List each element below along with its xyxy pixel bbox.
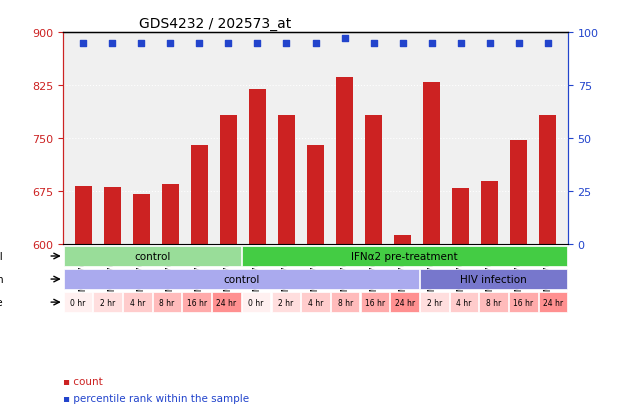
Text: control: control xyxy=(134,252,170,261)
Text: protocol: protocol xyxy=(0,252,3,261)
Point xyxy=(339,36,350,43)
Bar xyxy=(103,188,121,245)
Bar xyxy=(133,195,150,245)
Text: 16 hr: 16 hr xyxy=(513,298,533,307)
Bar xyxy=(510,140,528,245)
FancyBboxPatch shape xyxy=(420,269,567,290)
Text: 16 hr: 16 hr xyxy=(187,298,207,307)
Bar xyxy=(481,181,498,245)
Point xyxy=(398,40,408,47)
Point xyxy=(514,40,524,47)
Point xyxy=(136,40,146,47)
Text: HIV infection: HIV infection xyxy=(460,274,527,285)
Point xyxy=(223,40,233,47)
Bar xyxy=(336,78,353,245)
Point xyxy=(369,40,379,47)
Bar xyxy=(191,146,208,245)
FancyBboxPatch shape xyxy=(301,292,330,313)
Text: 2 hr: 2 hr xyxy=(278,298,293,307)
Point xyxy=(281,40,292,47)
FancyBboxPatch shape xyxy=(242,246,567,267)
Bar xyxy=(307,146,324,245)
FancyBboxPatch shape xyxy=(391,292,419,313)
Text: time: time xyxy=(0,297,3,307)
Bar xyxy=(423,83,440,245)
FancyBboxPatch shape xyxy=(331,292,360,313)
Point xyxy=(107,40,117,47)
Text: 4 hr: 4 hr xyxy=(456,298,471,307)
FancyBboxPatch shape xyxy=(509,292,538,313)
FancyBboxPatch shape xyxy=(450,292,478,313)
FancyBboxPatch shape xyxy=(64,246,240,267)
Text: GDS4232 / 202573_at: GDS4232 / 202573_at xyxy=(139,17,291,31)
FancyBboxPatch shape xyxy=(420,292,449,313)
Bar xyxy=(220,116,237,245)
Text: 16 hr: 16 hr xyxy=(365,298,385,307)
FancyBboxPatch shape xyxy=(64,292,92,313)
Bar xyxy=(394,236,411,245)
Text: 8 hr: 8 hr xyxy=(486,298,501,307)
Bar xyxy=(452,188,469,245)
FancyBboxPatch shape xyxy=(480,292,508,313)
Bar xyxy=(162,184,179,245)
Point xyxy=(252,40,262,47)
Text: 24 hr: 24 hr xyxy=(543,298,563,307)
FancyBboxPatch shape xyxy=(182,292,211,313)
Point xyxy=(310,40,321,47)
Point xyxy=(543,40,553,47)
Text: 0 hr: 0 hr xyxy=(249,298,264,307)
Point xyxy=(456,40,466,47)
Bar xyxy=(365,116,382,245)
Point xyxy=(427,40,437,47)
FancyBboxPatch shape xyxy=(212,292,240,313)
Text: 24 hr: 24 hr xyxy=(216,298,237,307)
Text: 8 hr: 8 hr xyxy=(338,298,353,307)
Point xyxy=(78,40,88,47)
Point xyxy=(194,40,204,47)
Text: 4 hr: 4 hr xyxy=(308,298,323,307)
FancyBboxPatch shape xyxy=(93,292,122,313)
Bar xyxy=(278,116,295,245)
Text: ▪ count: ▪ count xyxy=(63,376,103,386)
Text: 2 hr: 2 hr xyxy=(427,298,442,307)
FancyBboxPatch shape xyxy=(271,292,300,313)
Text: 8 hr: 8 hr xyxy=(160,298,175,307)
Text: 4 hr: 4 hr xyxy=(129,298,145,307)
Bar xyxy=(249,90,266,245)
Point xyxy=(165,40,175,47)
FancyBboxPatch shape xyxy=(153,292,181,313)
FancyBboxPatch shape xyxy=(123,292,151,313)
FancyBboxPatch shape xyxy=(539,292,567,313)
Text: infection: infection xyxy=(0,274,3,285)
Text: 2 hr: 2 hr xyxy=(100,298,115,307)
Text: control: control xyxy=(223,274,259,285)
Bar xyxy=(74,186,92,245)
Point xyxy=(485,40,495,47)
Text: 24 hr: 24 hr xyxy=(394,298,415,307)
FancyBboxPatch shape xyxy=(242,292,270,313)
Text: IFNα2 pre-treatment: IFNα2 pre-treatment xyxy=(351,252,458,261)
FancyBboxPatch shape xyxy=(64,269,419,290)
Bar xyxy=(539,116,557,245)
Text: 0 hr: 0 hr xyxy=(70,298,86,307)
Text: ▪ percentile rank within the sample: ▪ percentile rank within the sample xyxy=(63,393,249,403)
FancyBboxPatch shape xyxy=(361,292,389,313)
